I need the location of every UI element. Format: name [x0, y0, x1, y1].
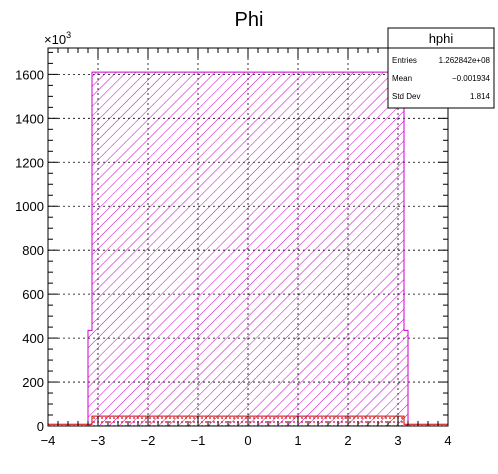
histogram-bin — [48, 424, 92, 426]
y-tick-label: 1000 — [15, 199, 44, 214]
histogram-bars — [47, 71, 449, 427]
y-tick-label: 600 — [22, 287, 44, 302]
x-axis: −4 −3 −2 −1 0 1 2 3 4 — [41, 48, 452, 448]
y-tick-label: 1400 — [15, 111, 44, 126]
y-tick-label: 1200 — [15, 155, 44, 170]
histogram-bin — [404, 424, 448, 426]
x-tick-label: 1 — [294, 433, 301, 448]
x-tick-label: 2 — [344, 433, 351, 448]
series-0 — [87, 71, 409, 427]
x-tick-label: −1 — [191, 433, 206, 448]
x-tick-label: 0 — [244, 433, 251, 448]
stats-box-frame — [387, 27, 495, 109]
x-tick-label: 3 — [394, 433, 401, 448]
y-tick-label: 1600 — [15, 67, 44, 82]
stats-entries-label: Entries — [392, 56, 417, 65]
stats-mean-value: −0.001934 — [452, 74, 491, 83]
histogram-bin — [88, 330, 92, 426]
y-multiplier-base: ×10 — [44, 32, 66, 47]
y-tick-label: 800 — [22, 243, 44, 258]
stats-stddev-value: 1.814 — [470, 92, 491, 101]
stats-mean-label: Mean — [392, 74, 412, 83]
y-tick-label: 0 — [37, 419, 44, 434]
y-multiplier-exponent: 3 — [66, 30, 71, 40]
stats-stddev-label: Std Dev — [392, 92, 420, 101]
x-tick-label: −2 — [141, 433, 156, 448]
stats-box-name: hphi — [429, 31, 454, 46]
x-tick-label: 4 — [444, 433, 451, 448]
stats-box: hphi Entries 1.262842e+08 Mean −0.001934… — [387, 27, 495, 109]
stats-entries-value: 1.262842e+08 — [439, 56, 491, 65]
series-outline — [87, 71, 409, 426]
y-tick-label: 200 — [22, 375, 44, 390]
chart-title: Phi — [235, 9, 264, 31]
x-tick-label: −4 — [41, 433, 56, 448]
y-tick-label: 400 — [22, 331, 44, 346]
histogram-bin — [92, 72, 404, 427]
y-axis-multiplier: ×103 — [44, 30, 71, 47]
histogram-bin — [404, 330, 408, 426]
y-axis: 0 200 400 600 800 1000 1200 1400 1600 — [15, 51, 448, 434]
x-tick-label: −3 — [91, 433, 106, 448]
